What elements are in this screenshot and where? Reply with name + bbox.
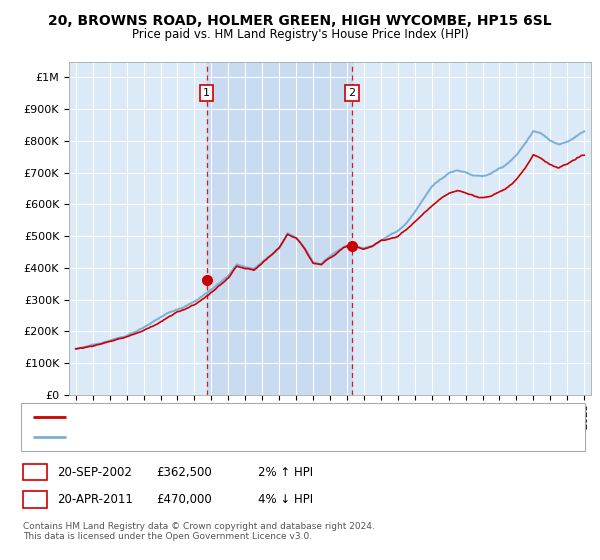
Text: 2% ↑ HPI: 2% ↑ HPI xyxy=(258,465,313,479)
Text: 1: 1 xyxy=(31,465,39,479)
Text: 20, BROWNS ROAD, HOLMER GREEN, HIGH WYCOMBE, HP15 6SL: 20, BROWNS ROAD, HOLMER GREEN, HIGH WYCO… xyxy=(48,14,552,28)
Text: Contains HM Land Registry data © Crown copyright and database right 2024.
This d: Contains HM Land Registry data © Crown c… xyxy=(23,522,374,542)
Text: 4% ↓ HPI: 4% ↓ HPI xyxy=(258,493,313,506)
Text: 20, BROWNS ROAD, HOLMER GREEN, HIGH WYCOMBE, HP15 6SL (detached house): 20, BROWNS ROAD, HOLMER GREEN, HIGH WYCO… xyxy=(72,412,504,422)
Text: 2: 2 xyxy=(31,493,39,506)
Text: 20-APR-2011: 20-APR-2011 xyxy=(57,493,133,506)
Text: 20-SEP-2002: 20-SEP-2002 xyxy=(57,465,132,479)
Text: 1: 1 xyxy=(203,88,210,98)
Text: £362,500: £362,500 xyxy=(156,465,212,479)
Text: HPI: Average price, detached house, Buckinghamshire: HPI: Average price, detached house, Buck… xyxy=(72,432,355,442)
Text: £470,000: £470,000 xyxy=(156,493,212,506)
Bar xyxy=(206,62,352,395)
Text: Price paid vs. HM Land Registry's House Price Index (HPI): Price paid vs. HM Land Registry's House … xyxy=(131,28,469,41)
Text: 2: 2 xyxy=(349,88,356,98)
